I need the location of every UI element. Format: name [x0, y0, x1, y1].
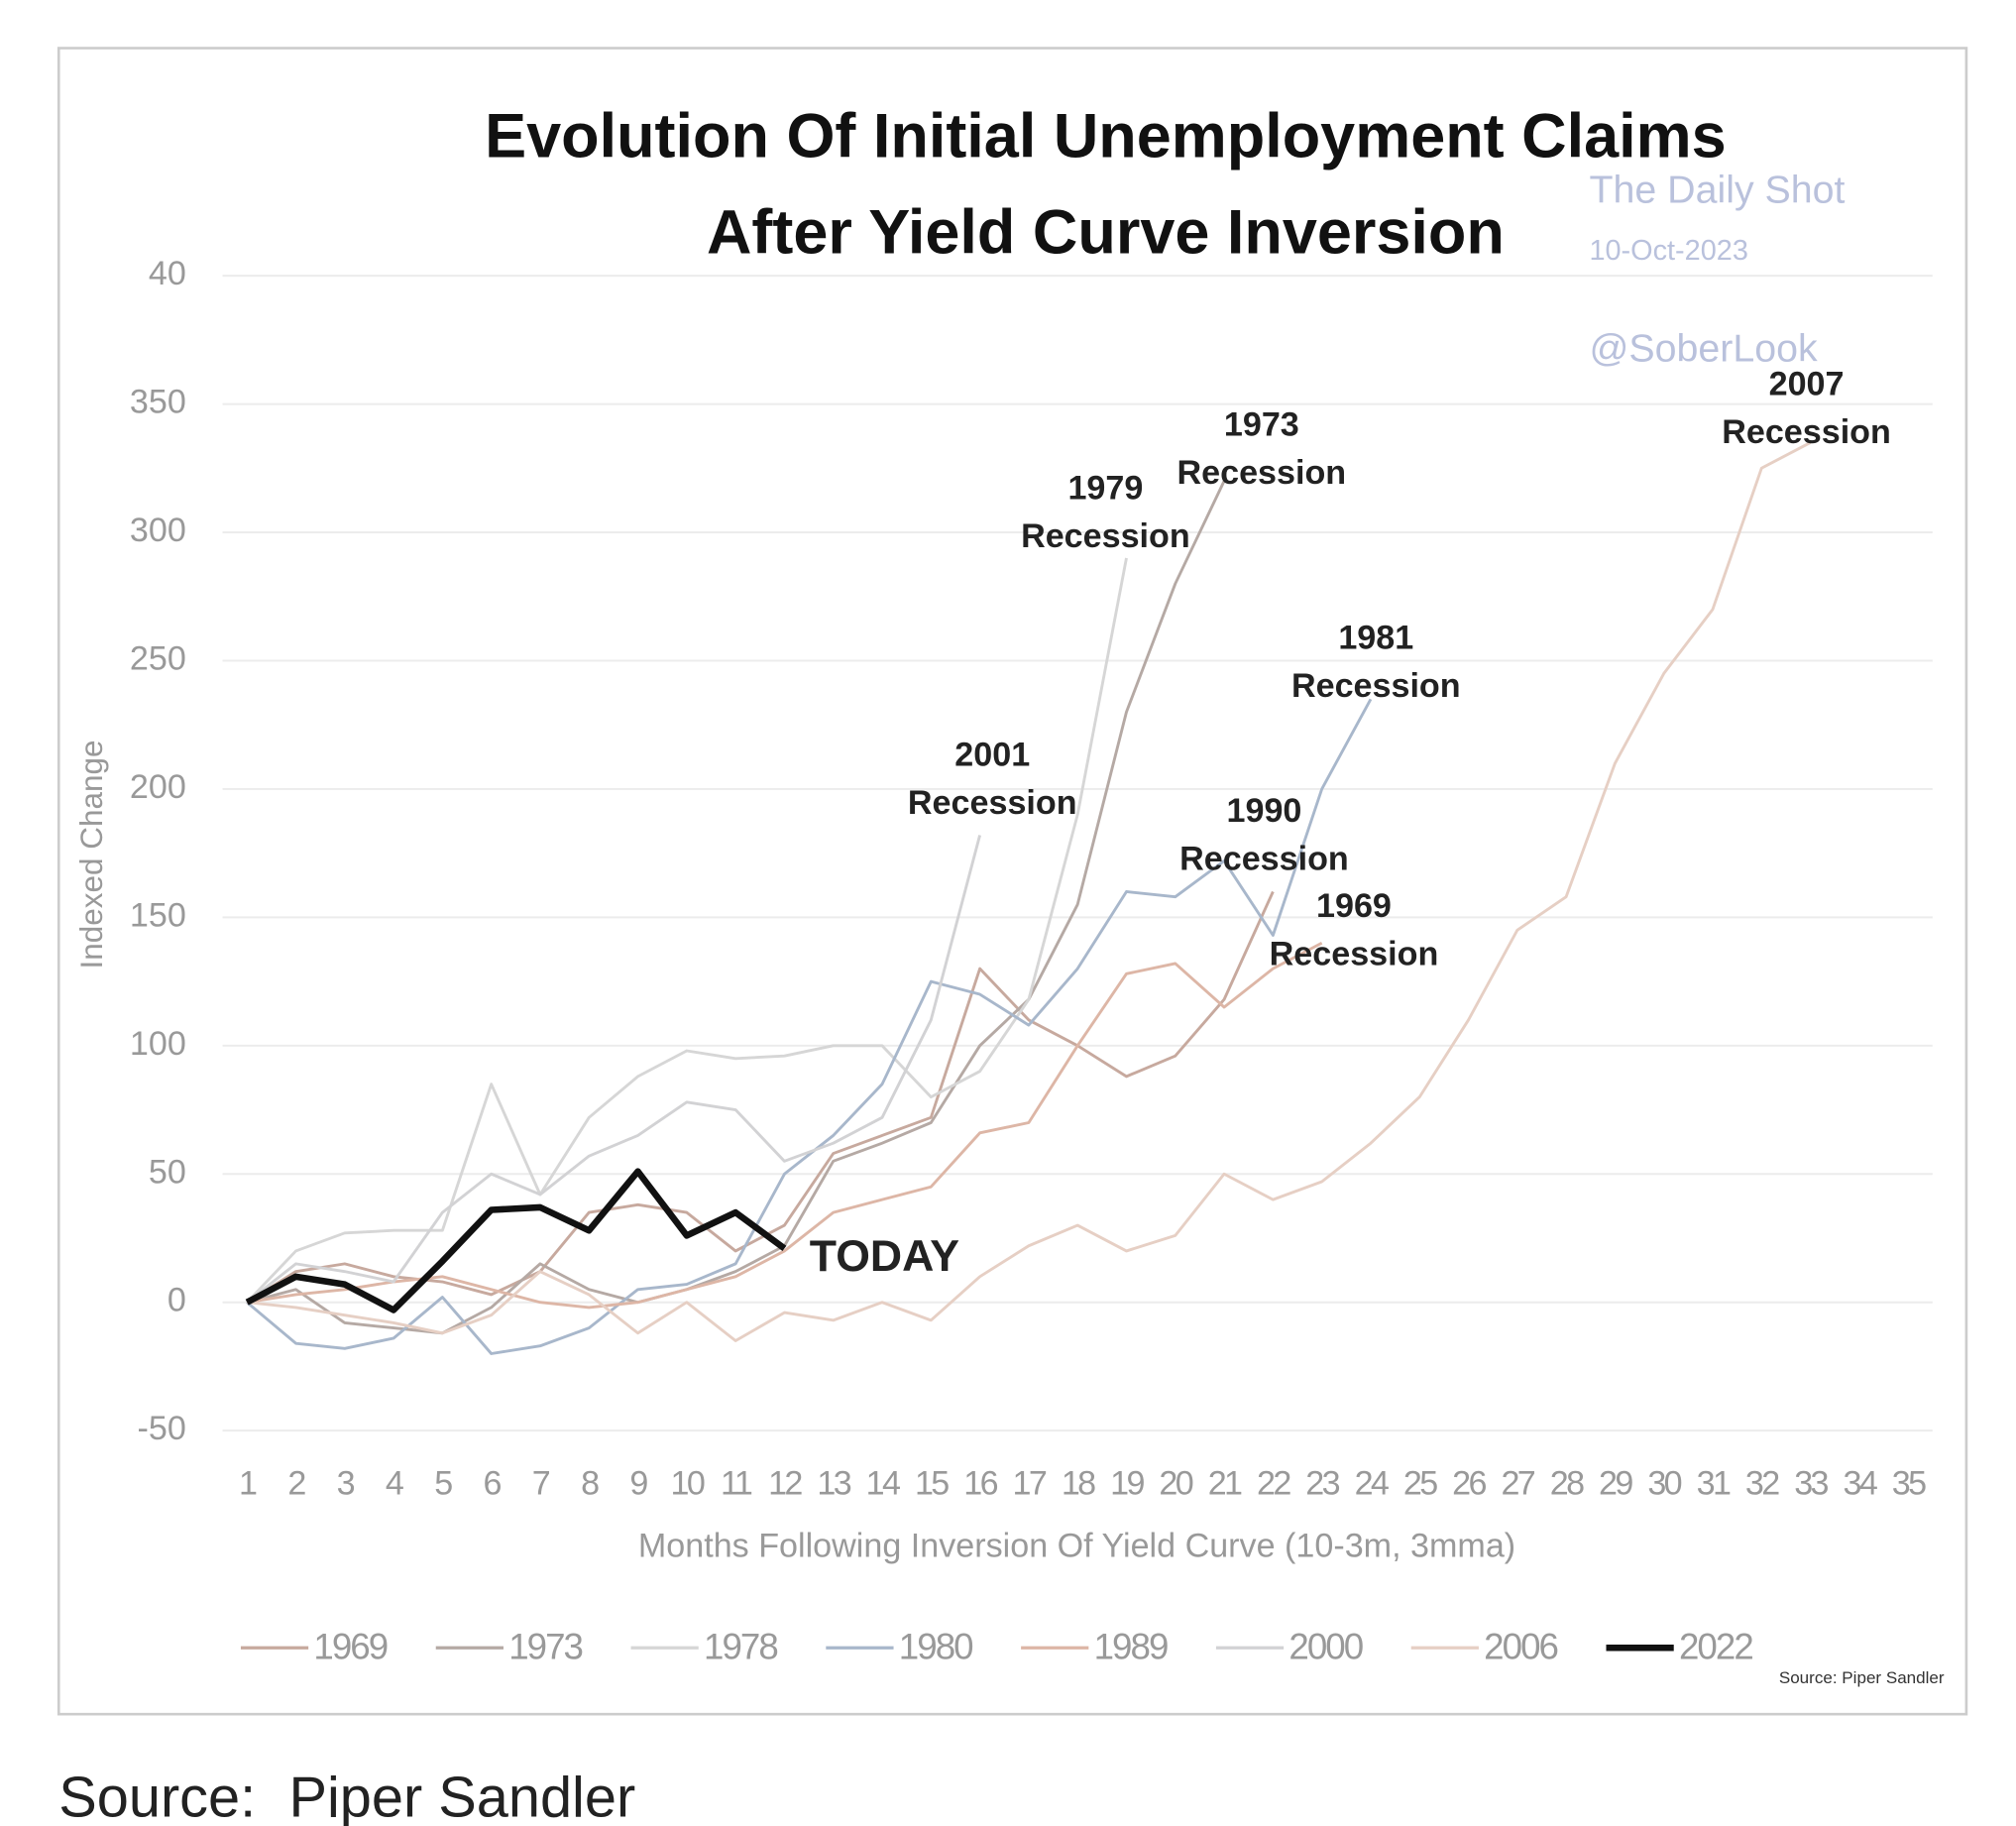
y-tick-label: 300 [130, 512, 186, 549]
legend-label: 2006 [1484, 1626, 1557, 1666]
x-tick-label: 22 [1257, 1464, 1290, 1502]
annotation: 1973 [1224, 405, 1299, 443]
annotation: Recession [1722, 413, 1891, 451]
annotation: Recession [1291, 667, 1461, 705]
x-tick-label: 13 [817, 1464, 850, 1502]
x-tick-label: 2 [287, 1464, 305, 1502]
x-tick-label: 6 [484, 1464, 502, 1502]
annotation: 1990 [1227, 792, 1302, 830]
x-tick-label: 5 [434, 1464, 452, 1502]
series-line [246, 698, 1373, 1355]
x-tick-label: 7 [532, 1464, 550, 1502]
x-tick-label: 26 [1452, 1464, 1486, 1502]
y-tick-label: 200 [130, 768, 186, 806]
series-line [245, 1168, 787, 1313]
x-tick-label: 19 [1110, 1464, 1144, 1502]
series-line [246, 480, 1226, 1335]
chart-title: Evolution Of Initial Unemployment Claims [485, 101, 1727, 171]
y-tick-label: 40 [149, 255, 186, 292]
annotation: Recession [1021, 517, 1190, 555]
series-line [246, 835, 982, 1304]
x-tick-label: 14 [866, 1464, 900, 1502]
chart-title: After Yield Curve Inversion [707, 197, 1505, 267]
x-tick-label: 24 [1355, 1464, 1389, 1502]
x-tick-label: 16 [963, 1464, 997, 1502]
x-tick-label: 3 [337, 1464, 355, 1502]
legend-label: 1989 [1094, 1626, 1168, 1666]
x-tick-label: 12 [768, 1464, 802, 1502]
annotation: Recession [908, 784, 1077, 822]
x-tick-label: 10 [670, 1464, 704, 1502]
x-tick-label: 28 [1550, 1464, 1584, 1502]
y-tick-label: 100 [130, 1025, 186, 1063]
watermark: @SoberLook [1589, 327, 1818, 371]
x-axis-label: Months Following Inversion Of Yield Curv… [638, 1527, 1515, 1564]
watermark: The Daily Shot [1589, 169, 1845, 212]
x-tick-label: 27 [1501, 1464, 1534, 1502]
y-tick-label: 350 [130, 384, 186, 421]
annotation: Recession [1177, 454, 1347, 492]
x-tick-label: 11 [721, 1464, 752, 1502]
source-note: Source: Piper Sandler [1779, 1668, 1945, 1687]
x-tick-label: 30 [1647, 1464, 1681, 1502]
y-tick-label: 150 [130, 896, 186, 934]
legend-label: 1973 [508, 1626, 582, 1666]
series-line [247, 441, 1812, 1342]
y-tick-label: -50 [138, 1410, 186, 1447]
x-tick-label: 29 [1599, 1464, 1632, 1502]
annotation: 2007 [1769, 366, 1845, 403]
y-axis-label: Indexed Change [74, 740, 109, 969]
annotation: 2001 [954, 737, 1030, 774]
caption-prefix: Source: [58, 1766, 256, 1826]
legend-label: 1969 [313, 1626, 387, 1666]
chart-frame [56, 47, 1968, 1716]
x-tick-label: 1 [239, 1464, 257, 1502]
legend-label: 2000 [1288, 1626, 1362, 1666]
legend-label: 2022 [1679, 1626, 1752, 1666]
legend-label: 1980 [899, 1626, 972, 1666]
x-tick-label: 20 [1159, 1464, 1192, 1502]
annotation: TODAY [810, 1232, 959, 1281]
x-tick-label: 15 [915, 1464, 949, 1502]
annotation: Recession [1270, 935, 1439, 972]
annotation: 1969 [1316, 887, 1392, 925]
x-tick-label: 8 [581, 1464, 599, 1502]
legend-label: 1978 [704, 1626, 777, 1666]
x-tick-label: 23 [1305, 1464, 1339, 1502]
caption-link[interactable]: Piper Sandler [288, 1766, 635, 1826]
x-tick-label: 25 [1403, 1464, 1437, 1502]
x-tick-label: 18 [1062, 1464, 1095, 1502]
series-line [246, 557, 1128, 1304]
x-tick-label: 9 [629, 1464, 647, 1502]
x-tick-label: 32 [1745, 1464, 1779, 1502]
x-tick-label: 21 [1208, 1464, 1242, 1502]
y-tick-label: 250 [130, 639, 186, 677]
x-tick-label: 31 [1697, 1464, 1731, 1502]
y-tick-label: 0 [168, 1282, 186, 1319]
watermark: 10-Oct-2023 [1589, 235, 1747, 267]
x-tick-label: 34 [1844, 1464, 1877, 1502]
x-tick-label: 17 [1013, 1464, 1047, 1502]
x-tick-label: 33 [1794, 1464, 1828, 1502]
x-tick-label: 35 [1892, 1464, 1926, 1502]
y-tick-label: 50 [149, 1153, 186, 1191]
x-tick-label: 4 [386, 1464, 403, 1502]
annotation: Recession [1179, 841, 1349, 878]
annotation: 1981 [1338, 620, 1413, 657]
annotation: 1979 [1067, 470, 1143, 508]
